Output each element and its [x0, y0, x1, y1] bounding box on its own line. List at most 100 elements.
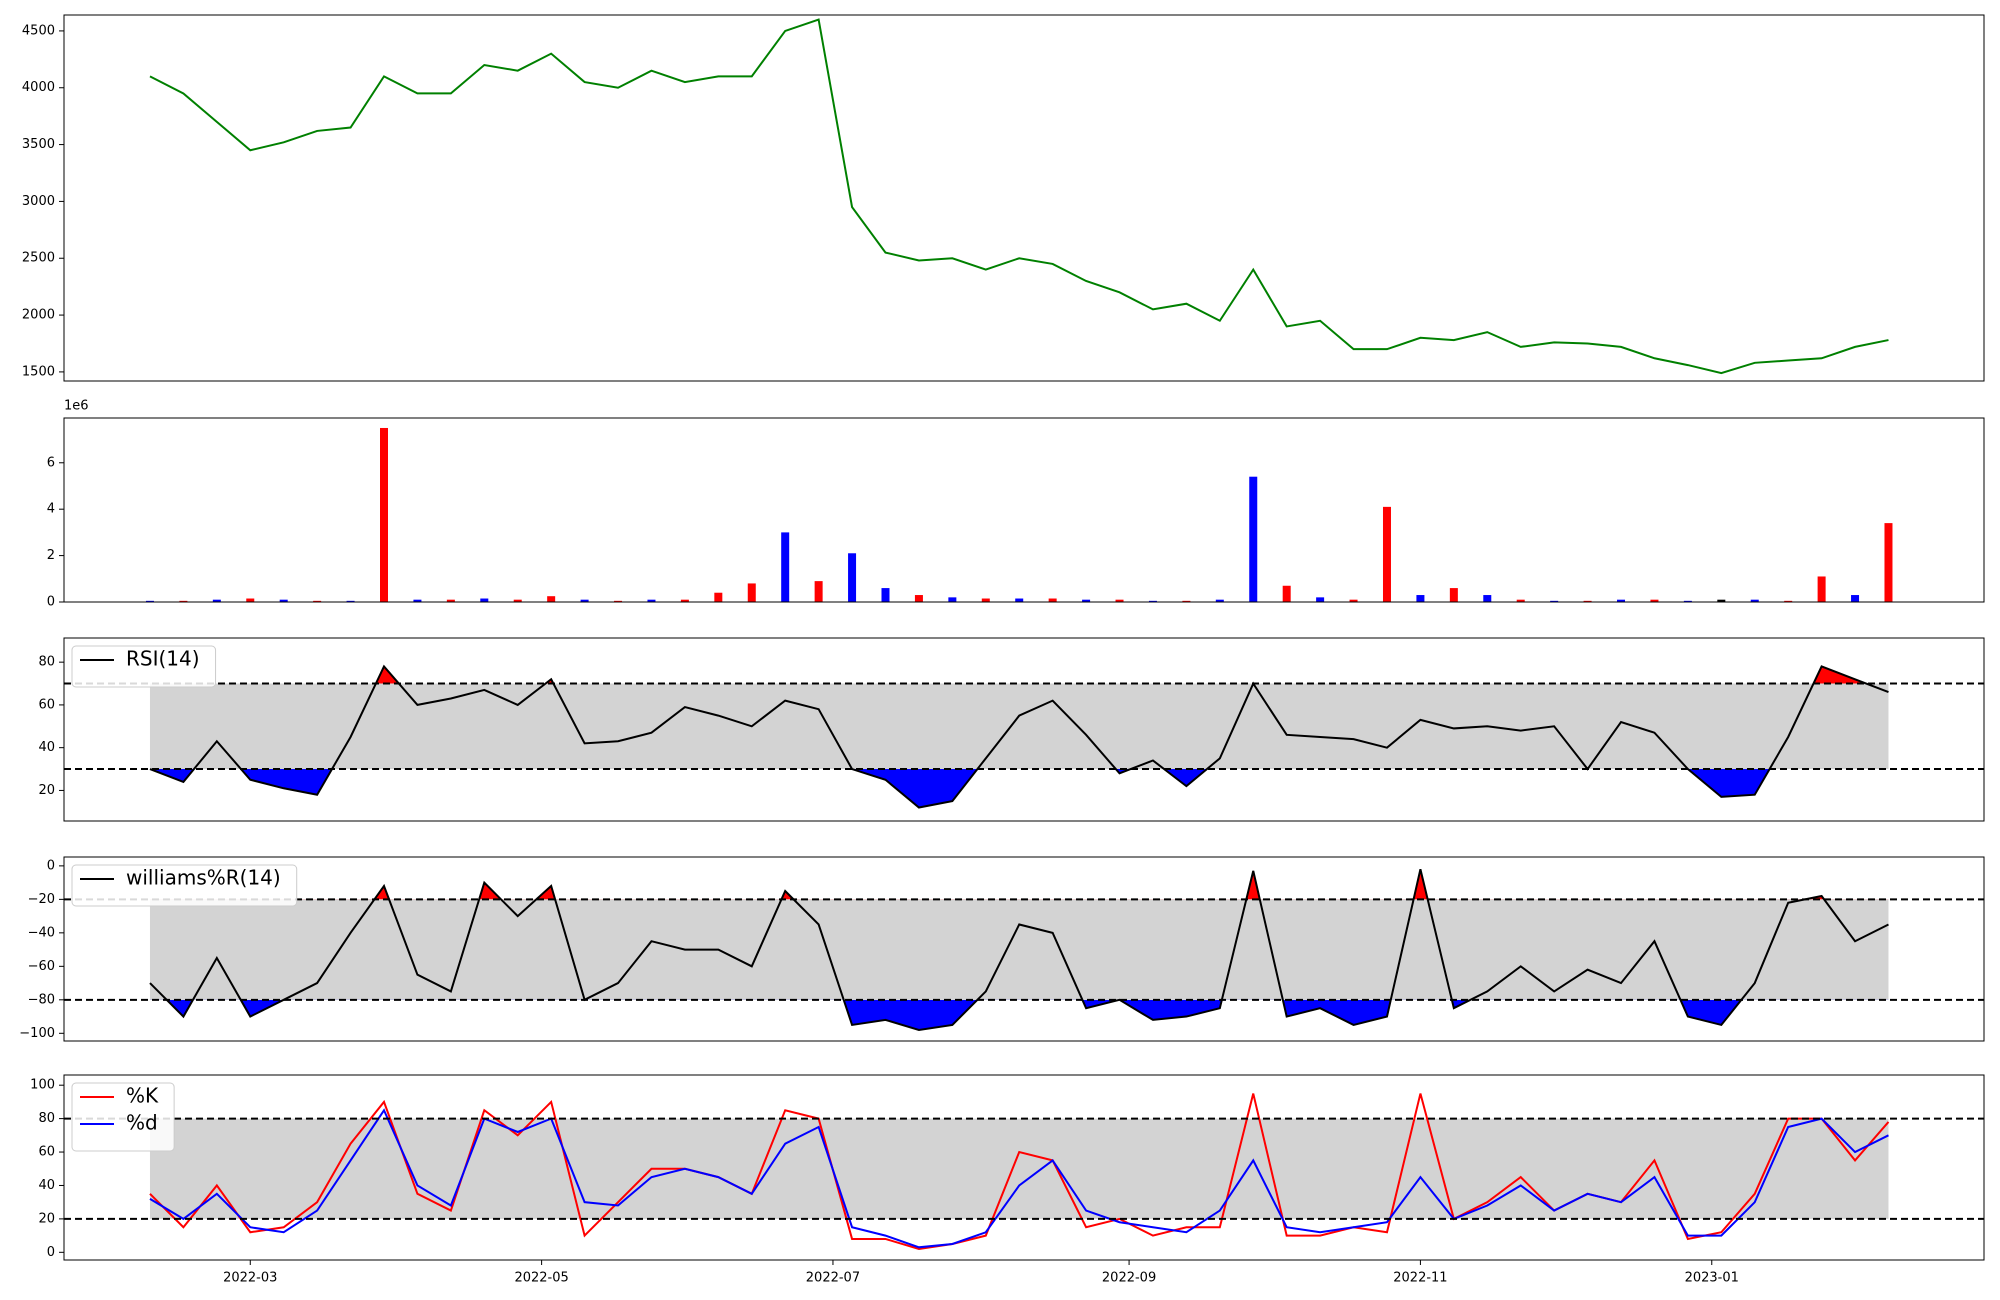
- legend-box: [71, 645, 217, 688]
- volume-bar: [914, 595, 923, 602]
- y-tick-label: 60: [38, 1145, 55, 1160]
- legend-label: williams%R(14): [126, 866, 281, 890]
- volume-bar: [1817, 576, 1826, 602]
- axis-offset-label: 1e6: [64, 399, 89, 414]
- axes-frame: [63, 14, 1985, 382]
- volume-bar: [346, 600, 355, 602]
- x-tick-label: 2023-01: [1685, 1271, 1739, 1286]
- volume-bar: [1148, 600, 1157, 602]
- y-tick-label: 40: [38, 740, 55, 755]
- volume-bar: [1182, 600, 1191, 602]
- volume-bar: [614, 600, 623, 602]
- y-tick-label: 60: [38, 697, 55, 712]
- x-tick-label: 2022-11: [1393, 1271, 1447, 1286]
- axes-frame: [63, 856, 1985, 1042]
- volume-bar: [680, 599, 689, 602]
- y-tick-label: 3000: [22, 194, 55, 209]
- x-tick-label: 2022-07: [806, 1271, 860, 1286]
- volume-bar: [1617, 599, 1626, 602]
- volume-bar: [145, 600, 154, 602]
- legend-label: RSI(14): [126, 647, 200, 671]
- y-tick-label: 80: [38, 1111, 55, 1126]
- volume-bar: [513, 599, 522, 602]
- volume-bar: [413, 599, 422, 602]
- y-tick-label: 3500: [22, 137, 55, 152]
- volume-bar: [1015, 598, 1024, 602]
- volume-bar: [1048, 598, 1057, 602]
- volume-bar: [1583, 600, 1592, 602]
- y-tick-label: 20: [38, 783, 55, 798]
- volume-bar: [1082, 599, 1091, 602]
- legend-box: [71, 864, 298, 907]
- legend-box: [71, 1082, 175, 1152]
- axes-frame: [63, 1074, 1985, 1261]
- volume-bar: [1750, 599, 1759, 602]
- x-tick-label: 2022-09: [1102, 1271, 1156, 1286]
- volume-bar: [1717, 599, 1726, 602]
- y-tick-label: −60: [28, 959, 55, 974]
- volume-bar: [848, 553, 857, 602]
- y-tick-label: 40: [38, 1178, 55, 1193]
- y-tick-label: 0: [47, 1245, 55, 1260]
- volume-bar: [1282, 585, 1291, 602]
- volume-bar: [1316, 597, 1325, 602]
- axes-frame: [63, 417, 1985, 603]
- volume-bar: [1683, 600, 1692, 602]
- volume-bar: [580, 599, 589, 602]
- oversold-fill: [149, 769, 1770, 808]
- volume-bar: [781, 532, 790, 602]
- volume-bar: [1884, 523, 1893, 602]
- legend-label: %d: [126, 1111, 158, 1135]
- threshold-band: [149, 1118, 1889, 1219]
- series-line: [149, 1108, 1889, 1249]
- y-tick-label: 4500: [22, 23, 55, 38]
- volume-bar: [547, 596, 556, 602]
- volume-bar: [1516, 599, 1525, 602]
- volume-bar: [246, 598, 255, 602]
- volume-bar: [1115, 599, 1124, 602]
- y-tick-label: 80: [38, 655, 55, 670]
- axes-frame: [63, 637, 1985, 822]
- volume-bar: [1416, 595, 1425, 602]
- y-tick-label: 4: [47, 502, 55, 517]
- y-tick-label: 2500: [22, 251, 55, 266]
- volume-bar: [380, 427, 388, 602]
- volume-bar: [1349, 599, 1358, 602]
- y-tick-label: −100: [19, 1026, 55, 1041]
- volume-bar: [647, 599, 656, 602]
- volume-bar: [814, 581, 823, 602]
- volume-bar: [279, 599, 288, 602]
- volume-bar: [1784, 600, 1793, 602]
- volume-bar: [1550, 600, 1559, 602]
- y-tick-label: 2000: [22, 308, 55, 323]
- legend-label: %K: [126, 1084, 159, 1108]
- volume-bar: [446, 599, 455, 602]
- series-line: [149, 664, 1889, 809]
- volume-bar: [1449, 588, 1458, 602]
- y-tick-label: 6: [47, 455, 55, 470]
- volume-bar: [1483, 595, 1492, 602]
- x-tick-label: 2022-03: [223, 1271, 277, 1286]
- y-tick-label: −40: [28, 925, 55, 940]
- volume-bar: [313, 600, 322, 602]
- y-tick-label: 4000: [22, 80, 55, 95]
- y-tick-label: 20: [38, 1211, 55, 1226]
- series-line: [149, 868, 1889, 1031]
- x-tick-label: 2022-05: [514, 1271, 568, 1286]
- y-tick-label: −20: [28, 892, 55, 907]
- volume-bar: [714, 592, 723, 602]
- volume-bar: [212, 599, 221, 602]
- oversold-fill: [166, 999, 1742, 1030]
- y-tick-label: −80: [28, 992, 55, 1007]
- y-tick-label: 0: [47, 858, 55, 873]
- volume-bar: [1382, 506, 1391, 602]
- volume-bar: [881, 588, 890, 602]
- volume-bar: [1851, 595, 1860, 602]
- threshold-band: [149, 899, 1889, 1000]
- series-line: [149, 18, 1889, 375]
- volume-bar: [1249, 476, 1258, 602]
- volume-bar: [179, 600, 188, 602]
- y-tick-label: 1500: [22, 364, 55, 379]
